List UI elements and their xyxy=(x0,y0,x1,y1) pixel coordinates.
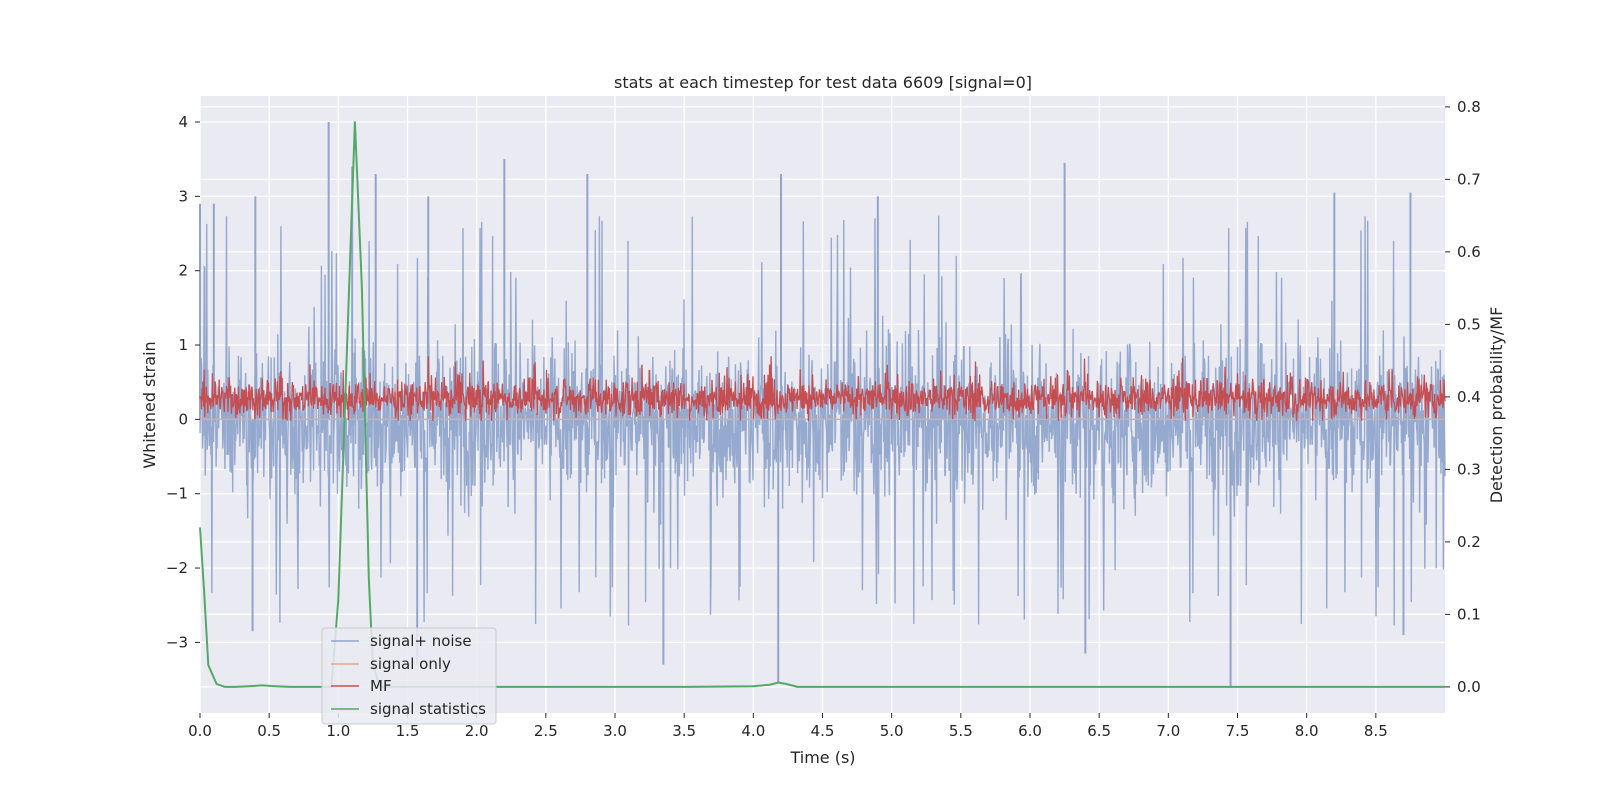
y-ticks-right: 0.8 0.7 0.6 0.5 0.4 0.3 0.2 0.1 0.0 xyxy=(1445,98,1481,696)
x-tick-label: 5.5 xyxy=(949,722,973,740)
y-tick-label-left: 0 xyxy=(178,410,188,428)
y-axis-label-right: Detection probability/MF xyxy=(1487,307,1506,504)
y-tick-label-right: 0.7 xyxy=(1457,170,1481,188)
y-tick-label-right: 0.3 xyxy=(1457,460,1481,478)
y-tick-label-right: 0.6 xyxy=(1457,243,1481,261)
x-tick-label: 0.5 xyxy=(257,722,281,740)
series-line-signal-noise xyxy=(199,215,1446,626)
y-tick-label-right: 0.4 xyxy=(1457,388,1481,406)
y-tick-label-left: −1 xyxy=(166,485,188,503)
legend-label-mf: MF xyxy=(370,677,392,695)
y-tick-label-right: 0.1 xyxy=(1457,605,1481,623)
x-ticks: 0.0 0.5 1.0 1.5 2.0 2.5 3.0 3.5 4.0 4.5 5.0 5.5 6.0 6… xyxy=(188,713,1388,740)
y-tick-label-left: 1 xyxy=(178,336,188,354)
x-tick-label: 6.5 xyxy=(1087,722,1111,740)
legend-box xyxy=(321,627,497,725)
x-tick-label: 3.5 xyxy=(672,722,696,740)
legend-label-signal-only: signal only xyxy=(370,655,451,673)
x-tick-label: 1.5 xyxy=(396,722,420,740)
legend: signal+ noise signal only MF signal stat… xyxy=(321,627,497,725)
y-tick-label-left: 3 xyxy=(178,187,188,205)
legend-label-signal-noise: signal+ noise xyxy=(370,632,472,650)
x-tick-label: 8.0 xyxy=(1295,722,1319,740)
series-line-mf xyxy=(199,356,1446,421)
x-tick-label: 0.0 xyxy=(188,722,212,740)
x-tick-label: 2.0 xyxy=(465,722,489,740)
x-tick-label: 1.0 xyxy=(326,722,350,740)
x-tick-label: 3.0 xyxy=(603,722,627,740)
y-tick-label-right: 0.2 xyxy=(1457,533,1481,551)
y-axis-label: Whitened strain xyxy=(140,341,159,468)
y-tick-label-right: 0.0 xyxy=(1457,678,1481,696)
series-mf xyxy=(199,356,1446,421)
y-tick-label-left: 2 xyxy=(178,262,188,280)
x-tick-label: 7.0 xyxy=(1156,722,1180,740)
x-tick-label: 7.5 xyxy=(1226,722,1250,740)
chart-title: stats at each timestep for test data 660… xyxy=(614,73,1032,92)
y-tick-label-left: 4 xyxy=(178,113,188,131)
y-tick-label-right: 0.8 xyxy=(1457,98,1481,116)
legend-label-signal-statistics: signal statistics xyxy=(370,700,486,718)
x-tick-label: 2.5 xyxy=(534,722,558,740)
series-signal-noise xyxy=(199,122,1446,687)
y-tick-label-left: −3 xyxy=(166,633,188,651)
x-tick-label: 4.5 xyxy=(811,722,835,740)
y-ticks-left: 4 3 2 1 0 −1 −2 −3 xyxy=(166,113,200,651)
x-axis-label: Time (s) xyxy=(789,748,855,767)
x-tick-label: 5.0 xyxy=(880,722,904,740)
x-tick-label: 6.0 xyxy=(1018,722,1042,740)
y-tick-label-right: 0.5 xyxy=(1457,315,1481,333)
x-tick-label: 8.5 xyxy=(1364,722,1388,740)
x-tick-label: 4.0 xyxy=(741,722,765,740)
y-tick-label-left: −2 xyxy=(166,559,188,577)
